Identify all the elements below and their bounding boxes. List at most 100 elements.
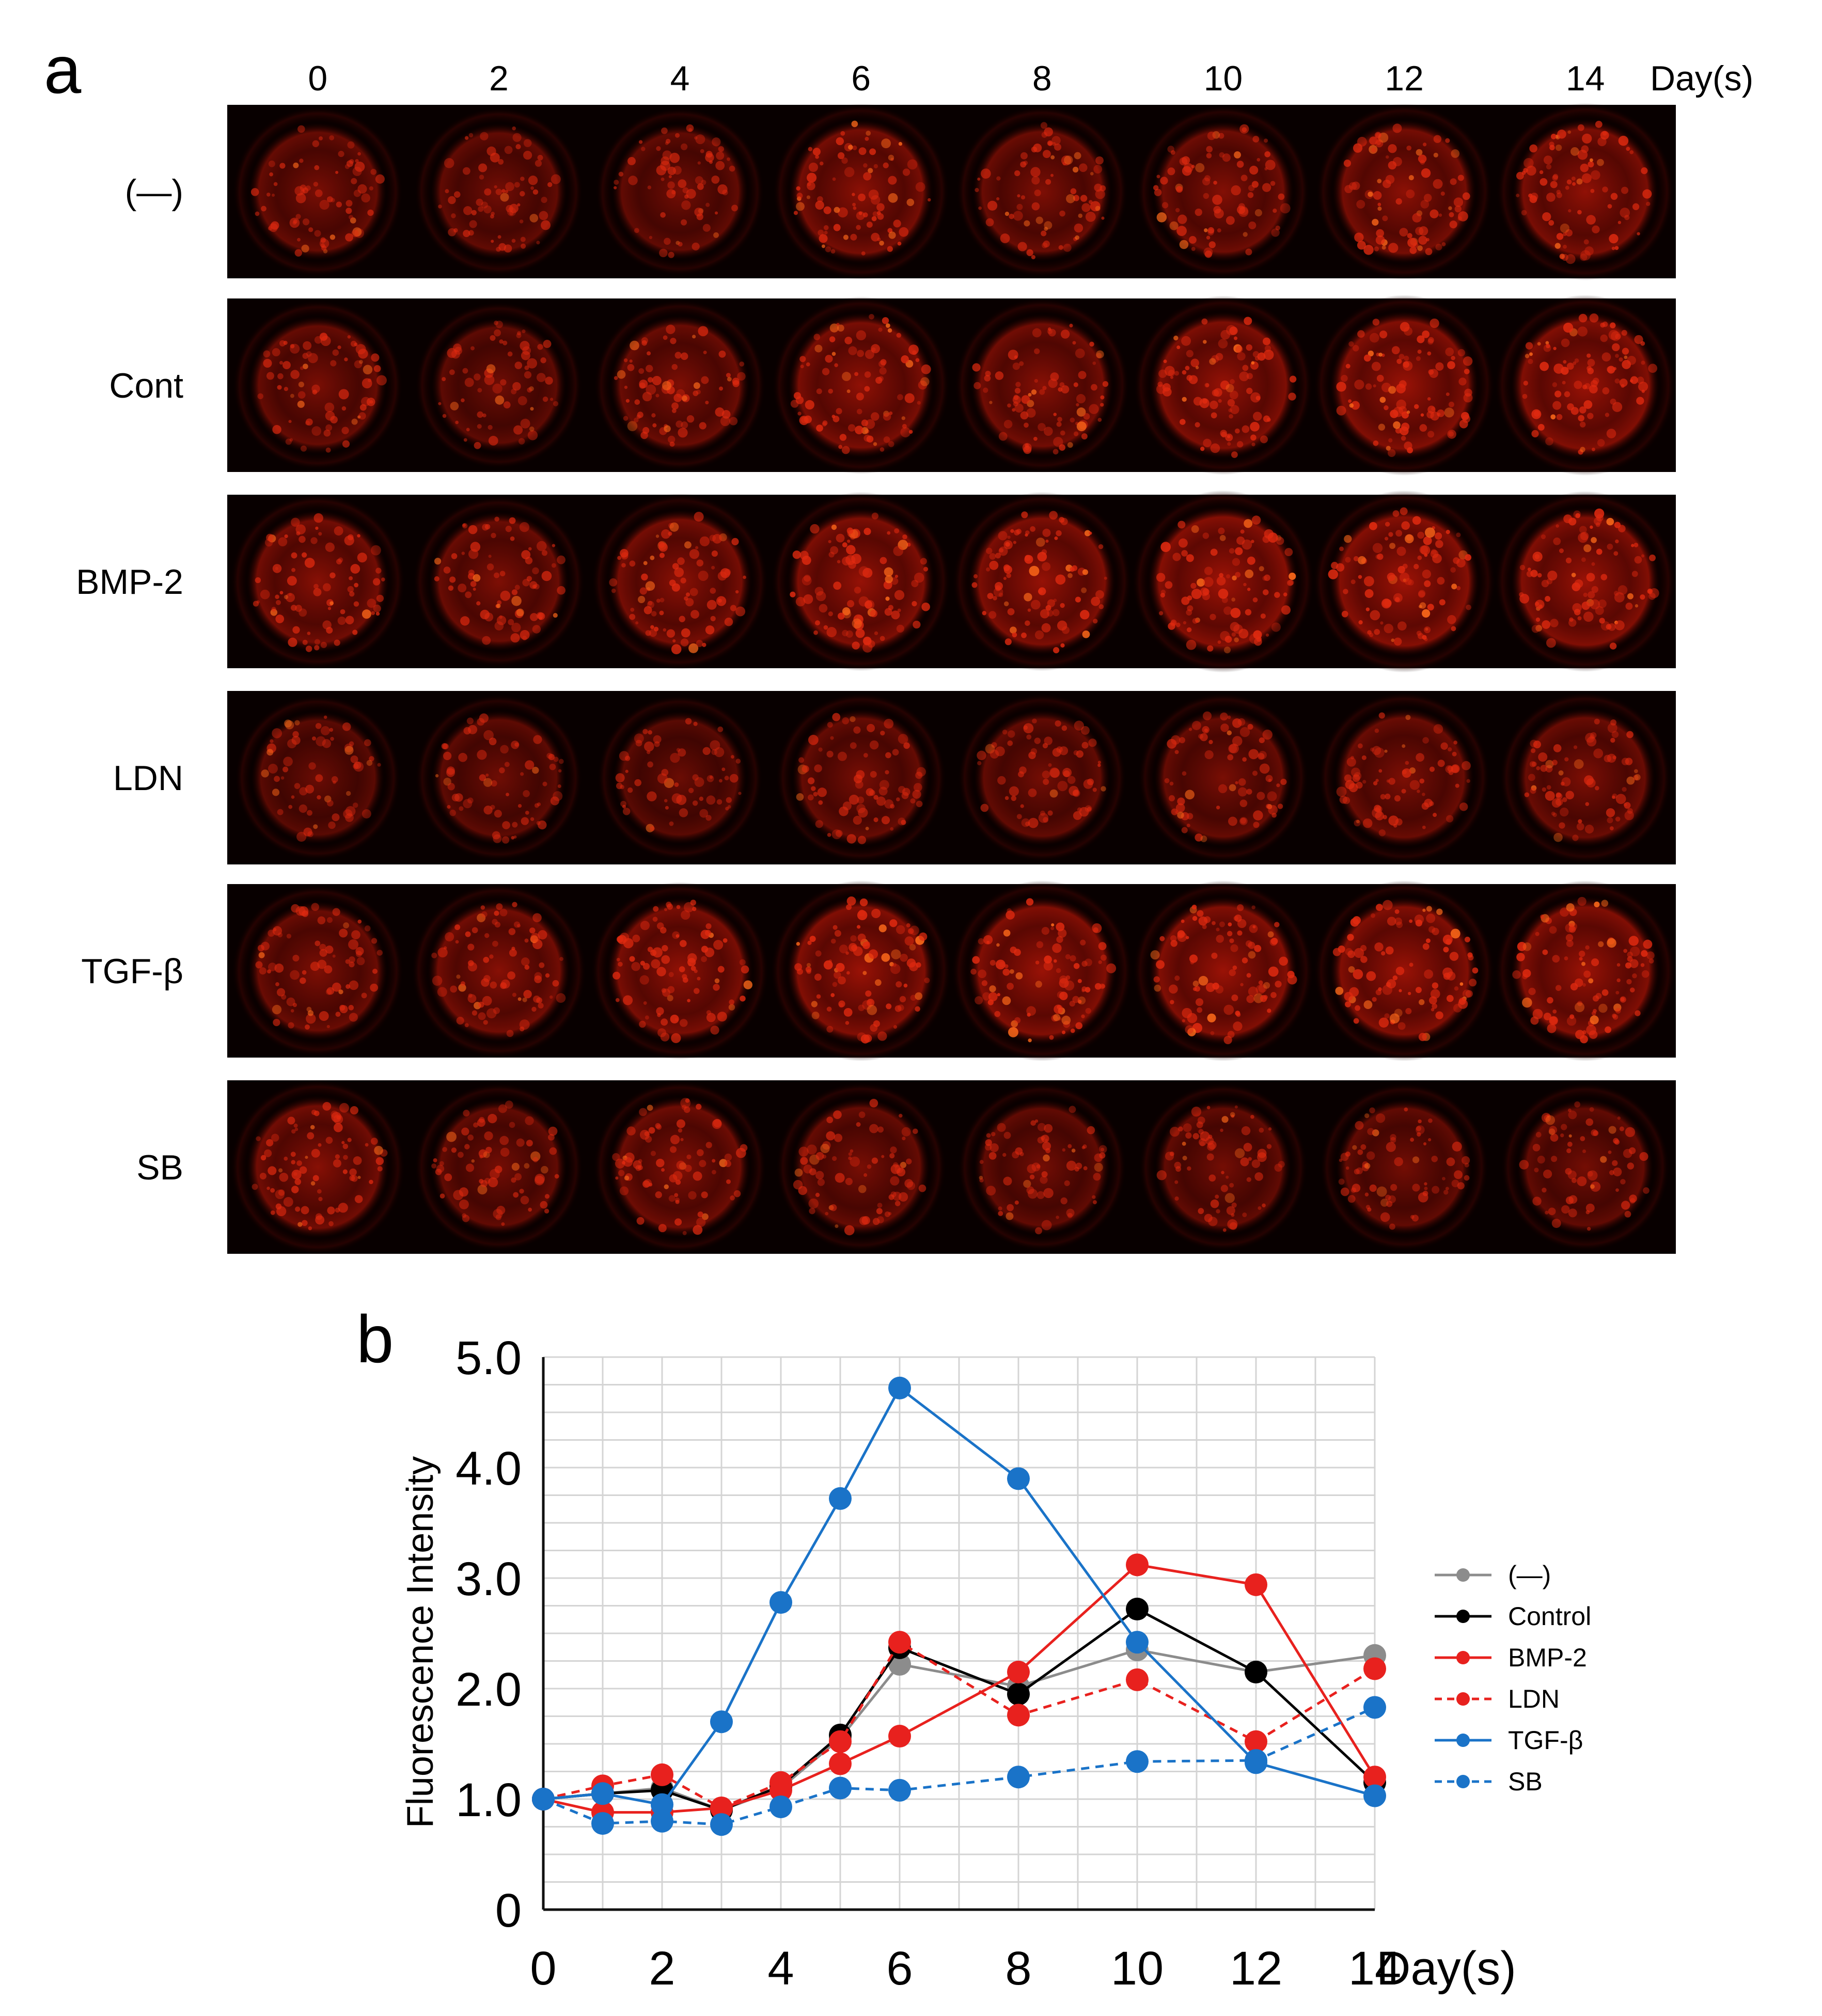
cell-spot [349,980,359,990]
cell-spot [1061,1015,1071,1025]
cell-spot [301,552,307,558]
cell-spot [488,1177,498,1188]
cell-spot [699,536,710,547]
cell-spot [1565,791,1574,800]
cell-spot [671,402,679,410]
cell-spot [634,399,640,405]
cell-spot [444,946,447,950]
cell-spot [998,1206,1002,1211]
cell-spot [1175,208,1180,213]
cell-spot [687,953,697,963]
cell-spot [462,1215,470,1222]
cell-spot [1616,963,1621,967]
cell-spot [824,230,828,235]
cell-spot [1580,163,1589,172]
cell-spot [682,977,688,983]
cell-spot [1212,921,1216,925]
cell-spot [336,201,342,208]
cell-spot [906,198,915,207]
cell-spot [348,939,359,950]
cell-spot [660,212,666,218]
cell-spot [1463,356,1473,366]
cell-spot [681,421,688,429]
cell-spot [1351,767,1361,777]
cell-spot [639,587,647,595]
cell-spot [510,633,520,643]
cell-spot [1552,382,1558,387]
cell-spot [494,1166,502,1173]
cell-spot [311,426,322,436]
cell-spot [1062,626,1070,634]
cell-spot [879,780,889,790]
cell-spot [517,396,527,405]
cell-spot [1551,1219,1561,1228]
cell-spot [273,182,278,186]
cell-spot [1229,548,1235,554]
cell-spot [1591,447,1595,451]
cell-spot [1384,623,1393,634]
cell-spot [283,757,293,767]
cell-spot [1462,192,1470,200]
cell-spot [505,182,514,192]
cell-spot [332,349,339,356]
cell-spot [1171,735,1181,745]
cell-spot [494,572,500,578]
cell-spot [1590,1182,1601,1192]
cell-spot [1633,542,1639,547]
cell-spot [902,788,910,796]
cell-spot [1160,542,1171,552]
cell-spot [1368,191,1373,197]
cell-spot [1242,425,1250,433]
cell-spot [375,174,385,184]
cell-spot [339,1005,348,1014]
data-point-tgf-x10 [1126,1631,1149,1654]
cell-spot [1271,228,1280,237]
y-tick-1-0: 1.0 [456,1774,522,1826]
data-point-sb-x14 [1363,1696,1386,1719]
cell-spot [332,908,340,916]
cell-spot [483,778,493,787]
cell-spot [1635,604,1639,608]
cell-spot [1246,995,1254,1003]
cell-spot [1620,208,1630,218]
cell-spot [1622,360,1631,369]
cell-spot [1226,1175,1229,1179]
cell-spot [1182,156,1190,165]
cell-spot [549,398,554,401]
cell-spot [1207,1141,1217,1149]
cell-spot [1231,994,1238,1001]
cell-spot [1406,410,1410,414]
cell-spot [1552,760,1558,766]
cell-spot [1181,596,1190,605]
cell-spot [318,532,322,536]
cell-spot [808,162,819,172]
cell-spot [1451,626,1456,632]
cell-spot [336,1115,341,1120]
cell-spot [1000,233,1010,243]
cell-spot [1590,1015,1599,1025]
cell-spot [534,975,542,983]
data-point-tgf-x8 [1007,1467,1030,1490]
cell-spot [1408,579,1414,586]
cell-spot [1221,1171,1224,1174]
cell-spot [1174,975,1180,981]
cell-spot [878,376,884,382]
cell-spot [1188,728,1192,731]
cell-spot [1441,242,1446,246]
cell-spot [713,984,720,991]
cell-spot [846,834,856,844]
cell-spot [455,420,459,424]
cell-spot [844,1225,855,1236]
cell-spot [494,329,501,337]
cell-spot [513,835,517,839]
cell-spot [1385,522,1390,527]
cell-spot [1021,632,1027,638]
cell-spot [355,951,363,957]
cell-spot [629,560,636,567]
cell-spot [1439,599,1446,606]
cell-spot [1052,142,1056,146]
cell-spot [1230,944,1238,952]
cell-spot [1455,783,1459,788]
cell-spot [1626,147,1630,151]
cell-spot [1401,521,1410,530]
